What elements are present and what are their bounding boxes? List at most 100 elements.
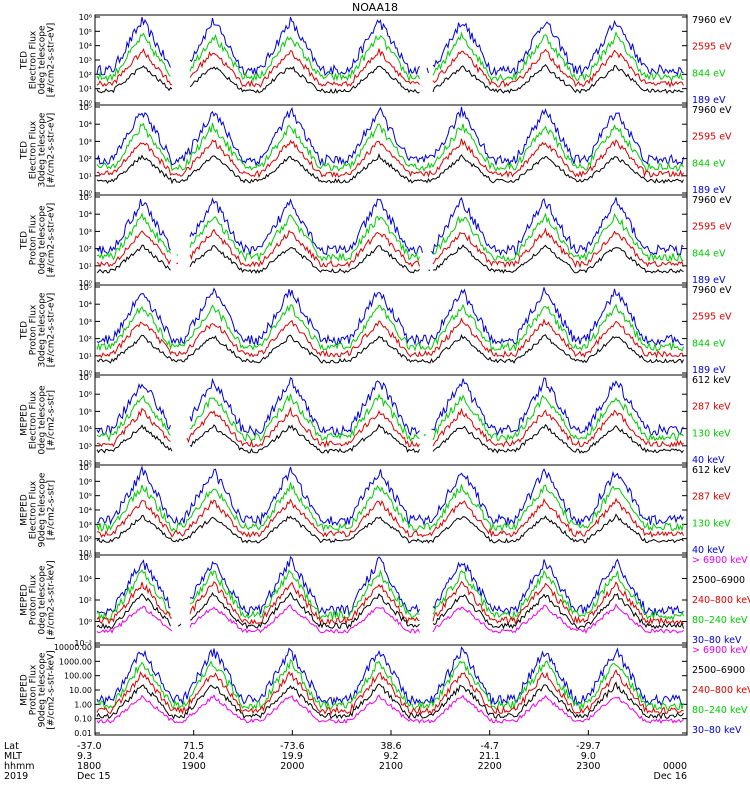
series-trace	[96, 30, 684, 83]
y-tick-label: 10²	[79, 459, 92, 468]
series-trace	[96, 465, 684, 527]
legend-entry: 7960 eV	[692, 15, 732, 26]
x-tick-label-mlt: 9.3	[77, 751, 92, 762]
y-tick-label: 10²	[79, 155, 92, 164]
y-axis-label: MEPEDElectron Flux90deg telescope[#/cm2-…	[20, 472, 57, 547]
legend-entry: 80–240 keV	[692, 705, 748, 716]
x-row-label: hhmm	[4, 761, 35, 772]
y-axis-label: MEPEDElectron Flux0deg telescope[#/cm2-s…	[20, 385, 57, 455]
series-trace	[96, 591, 684, 630]
y-tick-label: 10¹	[79, 85, 92, 94]
panel-2: 10⁵ 10⁴ 10³ 10² 10¹ 10⁰ TEDElectron Flux30deg …	[20, 103, 733, 198]
y-tick-label: 100.00	[64, 672, 92, 681]
y-tick-label: 10³	[79, 137, 92, 146]
legend-entry: 2595 eV	[692, 42, 732, 53]
y-tick-label: 10¹	[79, 172, 92, 181]
series-trace	[96, 376, 684, 437]
y-tick-label: 10.00	[69, 686, 92, 695]
y-tick-label: 10⁵	[79, 27, 92, 36]
legend-entry: 7960 eV	[692, 285, 732, 296]
y-tick-label: 10³	[79, 317, 92, 326]
chart-title: NOAA18	[352, 1, 398, 14]
legend-entry: 40 keV	[692, 455, 725, 466]
y-tick-label: 10⁰	[79, 279, 92, 288]
legend-entry: 189 eV	[692, 275, 726, 286]
x-tick-label-mlt: 19.9	[282, 751, 303, 762]
y-tick-label: 10⁴	[79, 300, 92, 309]
y-tick-label: 10⁶	[79, 477, 92, 486]
y-tick-label: 10³	[79, 442, 92, 451]
y-axis-label-line: 30deg telescope	[38, 292, 48, 367]
panel-frame	[94, 464, 688, 556]
series-trace	[96, 646, 684, 707]
x-tick-label-lat: -29.7	[576, 741, 601, 752]
y-axis-label-line: 90deg telescope	[38, 472, 48, 547]
legend-entry: 189 eV	[692, 365, 726, 376]
panel-7: 10⁶ 10⁴ 10² 10⁰ 10⁻² MEPEDProton Flux0deg tel…	[20, 553, 750, 648]
series-trace	[96, 694, 684, 725]
y-tick-label: 10⁴	[79, 42, 92, 51]
y-tick-label: 10³	[79, 227, 92, 236]
y-axis-label-line: TED	[20, 141, 30, 160]
legend-entry: 612 keV	[692, 375, 731, 386]
x-tick-label-hhmm: 2300	[576, 761, 600, 772]
legend-entry: 2595 eV	[692, 222, 732, 233]
legend-entry: 2500–6900	[692, 575, 745, 586]
x-tick-label-lat: -4.7	[480, 741, 499, 752]
y-axis-label-line: MEPED	[20, 404, 30, 436]
panel-1: 10⁶ 10⁵ 10⁴ 10³ 10² 10¹ 10⁰ TEDElectron Flux0de…	[20, 13, 733, 108]
y-tick-label: 10⁵	[79, 283, 92, 292]
series-trace	[96, 603, 684, 635]
x-tick-label-mlt: 9.2	[383, 751, 398, 762]
x-row-label: 2019	[4, 771, 28, 782]
y-tick-label: 10⁰	[79, 369, 92, 378]
series-trace	[96, 106, 684, 167]
series-trace	[96, 244, 684, 274]
series-trace	[96, 482, 684, 533]
y-tick-label: 10⁵	[79, 193, 92, 202]
x-tick-label-mlt: 21.1	[479, 751, 500, 762]
series-trace	[96, 227, 684, 269]
y-tick-label: 1.00	[74, 700, 92, 709]
panel-6: 10⁷ 10⁶ 10⁵ 10⁴ 10³ 10² 10¹ MEPEDElectron Flux9…	[20, 463, 732, 558]
x-tick-label-hhmm: 2000	[280, 761, 304, 772]
y-tick-label: 10⁷	[79, 373, 92, 382]
x-row-label: Lat	[4, 741, 19, 752]
legend-entry: 130 keV	[692, 428, 731, 439]
panel-3: 10⁵ 10⁴ 10³ 10² 10¹ 10⁰ TEDProton Flux0deg tel…	[20, 193, 733, 288]
y-axis-label-line: Electron Flux	[29, 480, 39, 539]
series-trace	[96, 669, 684, 716]
y-tick-label: 10²	[79, 535, 92, 544]
y-axis-label-line: MEPED	[20, 584, 30, 616]
y-axis-label-line: Electron Flux	[29, 30, 39, 89]
y-axis-label-line: [#/cm2-s-str-eV]	[47, 293, 57, 368]
panel-frame	[94, 194, 688, 286]
panel-5: 10⁷ 10⁶ 10⁵ 10⁴ 10³ 10² MEPEDElectron Flux0deg…	[20, 373, 732, 468]
legend-entry: 287 keV	[692, 492, 731, 503]
y-tick-label: 10⁵	[79, 103, 92, 112]
x-tick-label-hhmm: 1800	[77, 761, 101, 772]
series-trace	[96, 497, 684, 538]
x-tick-label-lat: -37.0	[77, 741, 102, 752]
y-axis-label-line: 0deg telescope	[38, 205, 48, 275]
y-axis-label-line: 90deg telescope	[38, 652, 48, 727]
legend-entry: 612 keV	[692, 465, 731, 476]
legend-entry: 7960 eV	[692, 195, 732, 206]
legend-entry: 844 eV	[692, 158, 726, 169]
y-axis-label-line: Proton Flux	[29, 214, 39, 265]
series-trace	[96, 138, 684, 179]
series-trace	[96, 122, 684, 173]
y-tick-label: 10¹	[79, 262, 92, 271]
y-axis-label: TEDElectron Flux30deg telescope[#/cm2-s-…	[20, 112, 57, 187]
y-tick-label: 10⁴	[79, 120, 92, 129]
y-axis-label: TEDProton Flux0deg telescope[#/cm2-s-str…	[20, 203, 57, 278]
y-tick-label: 10⁷	[79, 463, 92, 472]
y-tick-label: 10¹	[79, 549, 92, 558]
x-tick-label-lat: 71.5	[183, 741, 204, 752]
y-tick-label: 10⁵	[79, 492, 92, 501]
legend-entry: 287 keV	[692, 402, 731, 413]
series-trace	[96, 513, 684, 544]
y-axis-label-line: [#/cm2-s-str-keV]	[47, 650, 57, 729]
series-trace	[96, 196, 684, 257]
